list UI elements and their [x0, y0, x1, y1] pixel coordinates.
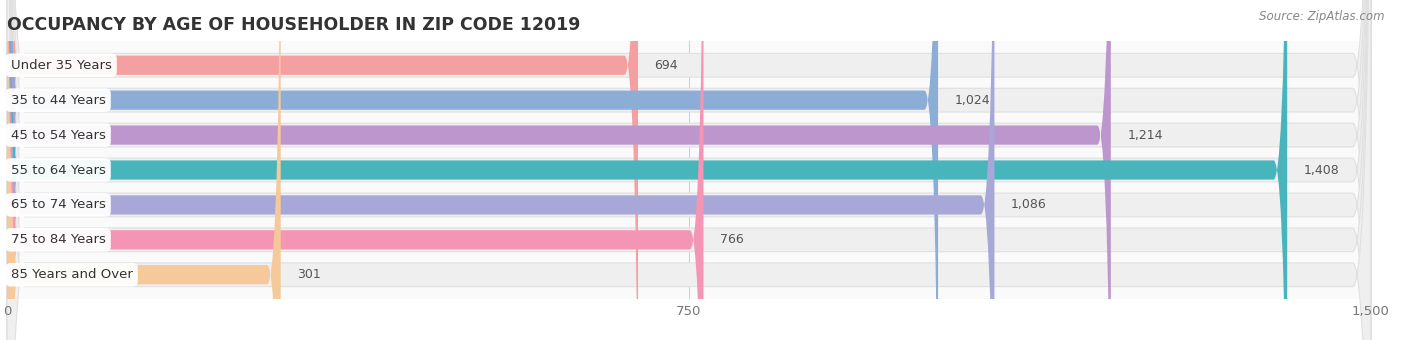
Text: Source: ZipAtlas.com: Source: ZipAtlas.com [1260, 10, 1385, 23]
FancyBboxPatch shape [7, 0, 1288, 340]
FancyBboxPatch shape [7, 0, 1371, 340]
FancyBboxPatch shape [7, 0, 1371, 340]
Text: 45 to 54 Years: 45 to 54 Years [11, 129, 105, 141]
Text: Under 35 Years: Under 35 Years [11, 59, 111, 72]
Text: 1,214: 1,214 [1128, 129, 1163, 141]
FancyBboxPatch shape [7, 0, 994, 340]
Text: 65 to 74 Years: 65 to 74 Years [11, 199, 105, 211]
FancyBboxPatch shape [7, 0, 938, 340]
Text: 85 Years and Over: 85 Years and Over [11, 268, 132, 281]
FancyBboxPatch shape [7, 0, 1371, 340]
FancyBboxPatch shape [7, 0, 1111, 340]
Text: 35 to 44 Years: 35 to 44 Years [11, 94, 105, 107]
FancyBboxPatch shape [7, 0, 1371, 340]
FancyBboxPatch shape [7, 0, 1371, 340]
Text: OCCUPANCY BY AGE OF HOUSEHOLDER IN ZIP CODE 12019: OCCUPANCY BY AGE OF HOUSEHOLDER IN ZIP C… [7, 16, 581, 34]
Text: 75 to 84 Years: 75 to 84 Years [11, 233, 105, 246]
FancyBboxPatch shape [7, 0, 703, 340]
FancyBboxPatch shape [7, 0, 1371, 340]
FancyBboxPatch shape [7, 0, 1371, 340]
Text: 301: 301 [297, 268, 321, 281]
Text: 1,024: 1,024 [955, 94, 990, 107]
Text: 55 to 64 Years: 55 to 64 Years [11, 164, 105, 176]
Text: 766: 766 [720, 233, 744, 246]
Text: 1,086: 1,086 [1011, 199, 1046, 211]
Text: 694: 694 [654, 59, 678, 72]
FancyBboxPatch shape [7, 0, 638, 340]
Text: 1,408: 1,408 [1303, 164, 1340, 176]
FancyBboxPatch shape [7, 0, 281, 340]
